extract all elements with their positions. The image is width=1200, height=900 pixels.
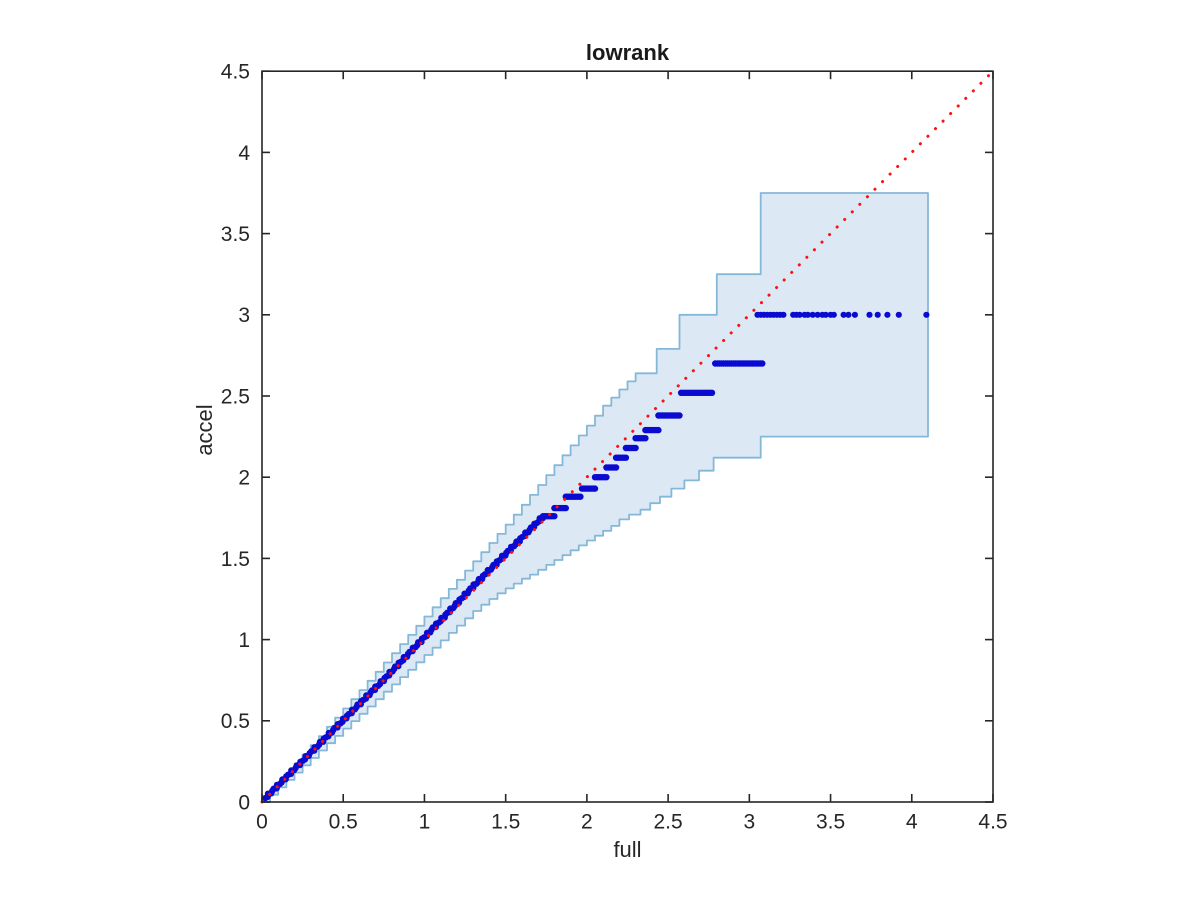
- data-point: [759, 360, 766, 367]
- data-point: [866, 311, 873, 318]
- data-point: [708, 389, 716, 396]
- x-tick-label: 4.5: [978, 810, 1007, 833]
- data-point: [884, 311, 891, 318]
- data-point: [622, 454, 630, 461]
- data-point: [845, 311, 852, 318]
- data-point: [551, 513, 558, 520]
- data-point: [851, 311, 859, 318]
- y-tick-label: 1: [238, 629, 250, 652]
- data-point: [840, 311, 847, 318]
- y-tick-label: 2: [238, 467, 250, 490]
- y-tick-label: 4: [238, 142, 250, 165]
- data-point: [562, 504, 569, 512]
- x-tick-label: 1: [419, 810, 431, 833]
- x-tick-label: 3.5: [816, 810, 845, 833]
- data-point: [676, 412, 683, 419]
- data-point: [632, 444, 639, 452]
- data-point: [577, 493, 584, 500]
- y-tick-label: 3.5: [221, 223, 250, 246]
- y-tick-label: 0: [238, 791, 250, 814]
- x-axis-label: full: [613, 837, 642, 862]
- data-point: [796, 311, 803, 318]
- data-point: [642, 435, 649, 442]
- y-tick-label: 3: [238, 304, 250, 327]
- x-tick-label: 2.5: [654, 810, 683, 833]
- x-tick-label: 0: [256, 810, 268, 833]
- data-point: [612, 464, 620, 471]
- x-tick-label: 1.5: [491, 810, 520, 833]
- identity-reference-line: [260, 69, 995, 804]
- data-point: [603, 474, 610, 481]
- data-point: [814, 311, 821, 318]
- y-tick-label: 1.5: [221, 548, 250, 571]
- y-axis-label: accel: [192, 404, 217, 456]
- x-tick-label: 4: [906, 810, 918, 833]
- y-tick-label: 2.5: [221, 385, 250, 408]
- data-point: [895, 311, 902, 318]
- y-tick-label: 4.5: [221, 61, 250, 84]
- data-point: [591, 485, 599, 492]
- y-tick-label: 0.5: [221, 710, 250, 733]
- data-point: [655, 426, 662, 434]
- x-tick-label: 2: [581, 810, 593, 833]
- x-tick-label: 0.5: [329, 810, 358, 833]
- x-tick-label: 3: [743, 810, 755, 833]
- confidence-band: [261, 192, 929, 803]
- data-point: [804, 311, 811, 318]
- data-point: [830, 311, 837, 318]
- plot-box: [261, 70, 994, 803]
- data-point: [923, 311, 930, 318]
- data-point: [780, 311, 787, 318]
- chart-title: lowrank: [585, 40, 670, 65]
- data-point: [874, 311, 881, 318]
- data-point: [809, 311, 816, 318]
- data-point: [822, 311, 829, 318]
